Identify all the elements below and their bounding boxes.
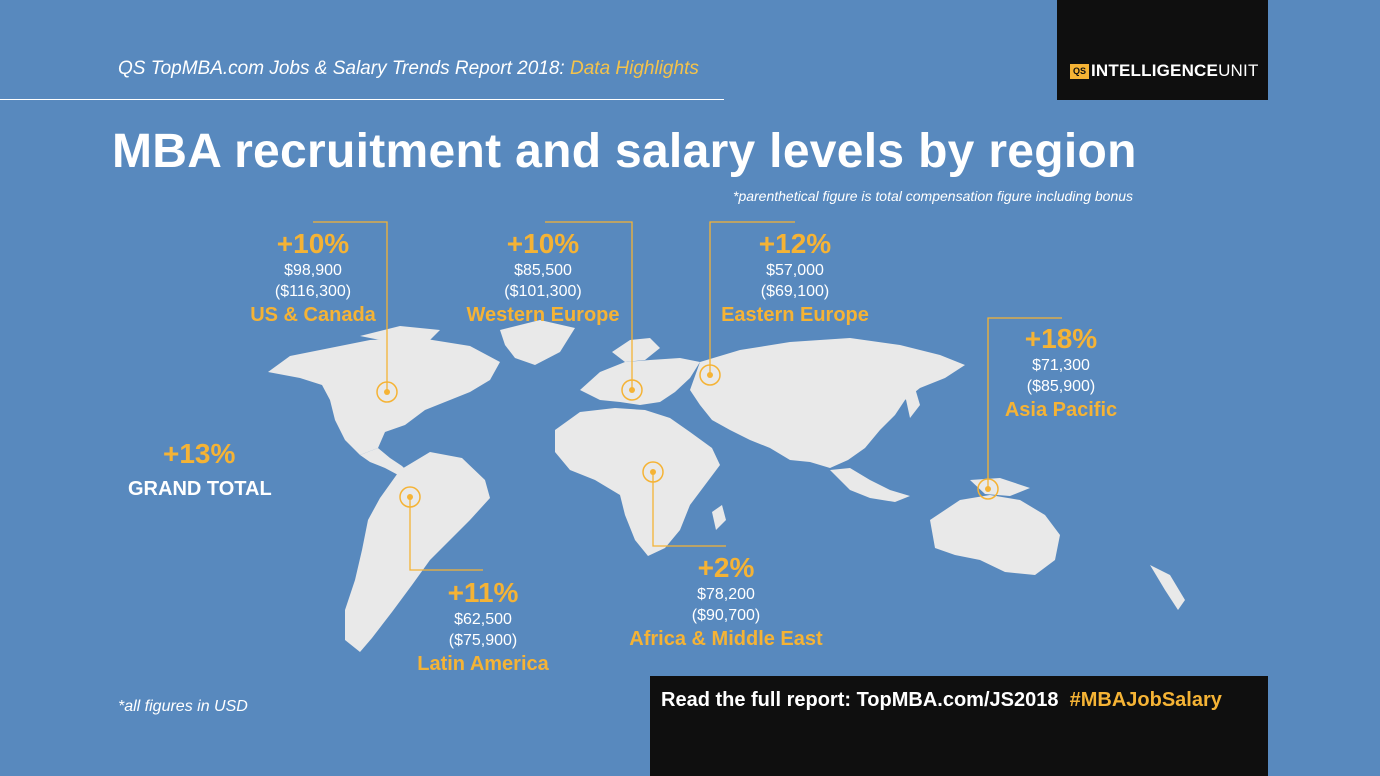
region-western-europe: +10% $85,500 ($101,300) Western Europe bbox=[433, 228, 653, 329]
asia-pacific-marker bbox=[977, 478, 999, 500]
header-divider bbox=[0, 99, 724, 100]
brand-wordmark: INTELLIGENCEUNIT bbox=[1091, 61, 1259, 81]
region-us-canada: +10% $98,900 ($116,300) US & Canada bbox=[203, 228, 423, 329]
grand-total-growth: +13% bbox=[163, 438, 236, 469]
region-latin-america: +11% $62,500 ($75,900) Latin America bbox=[373, 577, 593, 678]
brand-light-text: UNIT bbox=[1218, 61, 1259, 80]
africa-shape bbox=[555, 408, 720, 556]
region-salary: $71,300 bbox=[1032, 357, 1090, 374]
qs-logo-icon: QS bbox=[1070, 64, 1089, 79]
north-america-shape bbox=[268, 338, 500, 455]
asia-pacific-leader-line bbox=[987, 317, 1062, 489]
europe-shape bbox=[580, 358, 700, 405]
report-title-text: QS TopMBA.com Jobs & Salary Trends Repor… bbox=[118, 58, 565, 79]
africa-leader-line bbox=[652, 472, 726, 547]
cta-text[interactable]: Read the full report: TopMBA.com/JS2018 … bbox=[661, 689, 1222, 712]
report-highlight-text: Data Highlights bbox=[570, 58, 699, 79]
latin-america-marker-dot bbox=[407, 494, 413, 500]
asia-pacific-marker-dot bbox=[985, 486, 991, 492]
southeast-asia-shape bbox=[830, 468, 910, 502]
region-asia-pacific: +18% $71,300 ($85,900) Asia Pacific bbox=[951, 323, 1171, 424]
canada-islands-shape bbox=[360, 326, 440, 342]
region-eastern-europe: +12% $57,000 ($69,100) Eastern Europe bbox=[685, 228, 905, 329]
region-salary: $98,900 bbox=[284, 262, 342, 279]
new-zealand-shape bbox=[1150, 565, 1185, 610]
central-america-shape bbox=[360, 448, 410, 476]
region-growth: +18% bbox=[1024, 323, 1098, 354]
region-total-comp: ($69,100) bbox=[760, 283, 830, 300]
japan-shape bbox=[905, 388, 920, 418]
us-canada-leader-line bbox=[313, 221, 388, 392]
eastern-europe-leader-line bbox=[709, 221, 795, 375]
region-salary: $62,500 bbox=[454, 611, 512, 628]
currency-footnote: *all figures in USD bbox=[118, 698, 248, 715]
grand-total-label: GRAND TOTAL bbox=[128, 478, 272, 500]
asia-shape bbox=[690, 338, 965, 468]
brand-bold-text: INTELLIGENCE bbox=[1091, 61, 1219, 80]
cta-banner[interactable]: Read the full report: TopMBA.com/JS2018 … bbox=[650, 676, 1268, 776]
page-title: MBA recruitment and salary levels by reg… bbox=[112, 125, 1137, 178]
western-europe-leader-line bbox=[545, 221, 633, 390]
region-total-comp: ($101,300) bbox=[504, 283, 582, 300]
intelligence-unit-logo: QS INTELLIGENCEUNIT bbox=[1057, 0, 1268, 100]
cta-link-text[interactable]: Read the full report: TopMBA.com/JS2018 bbox=[661, 689, 1059, 711]
south-america-shape bbox=[345, 452, 490, 652]
cta-hashtag[interactable]: #MBAJobSalary bbox=[1069, 689, 1222, 711]
western-europe-marker bbox=[621, 379, 643, 401]
western-europe-marker-dot bbox=[629, 387, 635, 393]
region-total-comp: ($116,300) bbox=[274, 283, 352, 300]
region-name: Africa & Middle East bbox=[629, 628, 823, 650]
region-salary: $57,000 bbox=[766, 262, 824, 279]
region-africa-middle-east: +2% $78,200 ($90,700) Africa & Middle Ea… bbox=[616, 552, 836, 653]
scandinavia-shape bbox=[612, 338, 660, 362]
region-growth: +2% bbox=[697, 552, 755, 583]
africa-marker-dot bbox=[650, 469, 656, 475]
region-growth: +11% bbox=[447, 577, 519, 608]
region-name: US & Canada bbox=[250, 304, 376, 326]
greenland-shape bbox=[500, 320, 575, 365]
region-name: Latin America bbox=[417, 653, 549, 675]
region-name: Asia Pacific bbox=[1004, 399, 1118, 421]
latin-america-leader-line bbox=[409, 497, 483, 571]
africa-marker bbox=[642, 461, 664, 483]
region-salary: $85,500 bbox=[514, 262, 572, 279]
eastern-europe-marker bbox=[699, 364, 721, 386]
region-name: Eastern Europe bbox=[721, 304, 869, 326]
region-growth: +10% bbox=[506, 228, 580, 259]
region-total-comp: ($90,700) bbox=[691, 607, 761, 624]
australia-shape bbox=[930, 495, 1060, 575]
latin-america-marker bbox=[399, 486, 421, 508]
region-total-comp: ($85,900) bbox=[1026, 378, 1096, 395]
report-subtitle: QS TopMBA.com Jobs & Salary Trends Repor… bbox=[118, 58, 699, 80]
madagascar-shape bbox=[712, 505, 726, 530]
region-growth: +12% bbox=[758, 228, 832, 259]
compensation-note: *parenthetical figure is total compensat… bbox=[733, 188, 1134, 204]
us-canada-marker bbox=[376, 381, 398, 403]
region-growth: +10% bbox=[276, 228, 350, 259]
us-canada-marker-dot bbox=[384, 389, 390, 395]
region-total-comp: ($75,900) bbox=[448, 632, 518, 649]
region-salary: $78,200 bbox=[697, 586, 755, 603]
new-guinea-shape bbox=[970, 478, 1030, 496]
eastern-europe-marker-dot bbox=[707, 372, 713, 378]
region-name: Western Europe bbox=[466, 304, 620, 326]
